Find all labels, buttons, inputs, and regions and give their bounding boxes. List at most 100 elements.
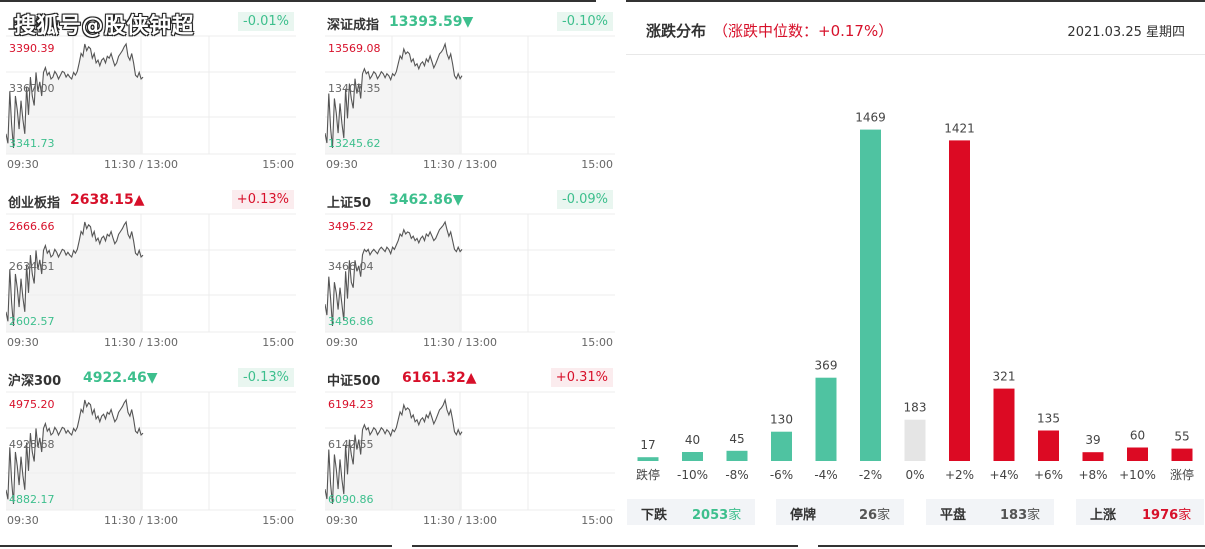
bottom-rule-2: [412, 545, 798, 547]
bar-value-label: 369: [815, 359, 838, 373]
time-start-label: 09:30: [326, 514, 358, 527]
time-mid-label: 11:30 / 13:00: [423, 514, 497, 527]
index-card[interactable]: 深证成指 13393.59▼ -0.10% 13569.08 13407.35 13245…: [325, 0, 615, 176]
mid-label: 4928.68: [9, 438, 55, 451]
intraday-chart: 13569.08 13407.35 13245.62 09:30 11:30 / 13:…: [325, 35, 615, 171]
price-area: [6, 44, 143, 154]
bar-7: [949, 140, 970, 461]
bar-1: [682, 452, 703, 461]
distribution-date: 2021.03.25 星期四: [1067, 25, 1185, 40]
bar-3: [771, 431, 792, 461]
time-start-label: 09:30: [7, 158, 39, 171]
bar-value-label: 45: [729, 432, 744, 446]
index-name: 沪深300: [8, 374, 62, 389]
high-label: 4975.20: [9, 398, 55, 411]
summary-suspended: 停牌 26家: [776, 499, 904, 525]
price-area: [325, 222, 462, 332]
index-card[interactable]: 沪深300 4922.46▼ -0.13% 4975.20 4928.68 4882.17…: [6, 356, 296, 532]
time-end-label: 15:00: [262, 336, 294, 349]
time-end-label: 15:00: [581, 336, 613, 349]
index-change-badge: +0.13%: [231, 190, 294, 209]
price-line: [325, 220, 463, 327]
category-label: +4%: [989, 468, 1018, 482]
high-label: 6194.23: [328, 398, 374, 411]
intraday-chart: 3495.22 3466.04 3436.86 09:30 11:30 / 13:00 1…: [325, 213, 615, 349]
price-area: [325, 400, 462, 510]
mid-label: 6142.55: [328, 438, 374, 451]
bar-6: [904, 419, 926, 461]
bar-value-label: 1421: [944, 121, 975, 135]
bar-11: [1127, 447, 1148, 461]
category-label: -2%: [859, 468, 882, 482]
up-arrow-icon: ▲: [133, 192, 145, 208]
category-label: +8%: [1078, 468, 1107, 482]
low-label: 2602.57: [9, 315, 55, 328]
index-value: 3462.86▼: [389, 192, 464, 208]
distribution-bar-chart: 17 跌停 40 -10% 45 -8% 130 -6% 369 -4% 1469 -2% 183 0% 1…: [636, 111, 1194, 482]
low-label: 3341.73: [9, 137, 55, 150]
index-card[interactable]: 中证500 6161.32▲ +0.31% 6194.23 6142.55 6090.86…: [325, 356, 615, 532]
time-end-label: 15:00: [262, 158, 294, 171]
price-area: [6, 222, 143, 332]
high-label: 13569.08: [328, 42, 381, 55]
down-arrow-icon: ▼: [146, 370, 158, 386]
price-line: [325, 41, 463, 149]
time-start-label: 09:30: [7, 336, 39, 349]
time-start-label: 09:30: [326, 336, 358, 349]
low-label: 3436.86: [328, 315, 374, 328]
price-line: [6, 398, 144, 505]
category-label: 涨停: [1170, 467, 1194, 482]
bar-value-label: 321: [993, 370, 1016, 384]
category-label: +10%: [1119, 468, 1156, 482]
bar-value-label: 130: [770, 413, 793, 427]
index-change-badge: -0.01%: [238, 12, 294, 31]
distribution-median: （涨跌中位数：+0.17%）: [713, 22, 894, 40]
category-label: -10%: [677, 468, 708, 482]
time-mid-label: 11:30 / 13:00: [423, 158, 497, 171]
low-label: 4882.17: [9, 493, 55, 506]
bar-8: [993, 388, 1015, 461]
category-label: +2%: [945, 468, 974, 482]
bar-4: [815, 377, 837, 461]
time-mid-label: 11:30 / 13:00: [104, 336, 178, 349]
intraday-chart: 6194.23 6142.55 6090.86 09:30 11:30 / 13:00 1…: [325, 391, 615, 527]
summary-down-value: 2053家: [692, 508, 742, 523]
index-value: 2638.15▲: [70, 192, 145, 208]
low-label: 6090.86: [328, 493, 374, 506]
index-card[interactable]: 上证指数 -0.01% 3390.39 3367.00 3341.73 09:30 11:3…: [6, 0, 296, 176]
index-card[interactable]: 上证50 3462.86▼ -0.09% 3495.22 3466.04 3436.86 0…: [325, 178, 615, 354]
summary-up-label: 上涨: [1090, 508, 1117, 523]
category-label: 跌停: [636, 467, 660, 482]
index-value: 4922.46▼: [83, 370, 158, 386]
price-area: [6, 400, 143, 510]
index-name: 创业板指: [8, 196, 61, 211]
bar-value-label: 39: [1085, 433, 1100, 447]
mid-label: 2634.61: [9, 260, 55, 273]
index-change-badge: -0.10%: [557, 12, 613, 31]
index-change-badge: -0.09%: [557, 190, 613, 209]
category-label: -4%: [814, 468, 837, 482]
bar-value-label: 60: [1130, 429, 1145, 443]
mid-label: 3466.04: [328, 260, 374, 273]
summary-down: 下跌 2053家: [627, 499, 755, 525]
price-line: [6, 220, 144, 327]
index-name: 中证500: [327, 374, 381, 389]
category-label: +6%: [1034, 468, 1063, 482]
time-start-label: 09:30: [326, 158, 358, 171]
index-value: 6161.32▲: [402, 370, 477, 386]
category-label: 0%: [905, 468, 924, 482]
bar-value-label: 40: [685, 433, 700, 447]
high-label: 2666.66: [9, 220, 55, 233]
bar-10: [1082, 452, 1104, 461]
index-name: 深证成指: [327, 18, 380, 33]
distribution-title: 涨跌分布: [646, 22, 707, 40]
index-card[interactable]: 创业板指 2638.15▲ +0.13% 2666.66 2634.61 2602.57 0…: [6, 178, 296, 354]
time-mid-label: 11:30 / 13:00: [104, 514, 178, 527]
intraday-chart: 3390.39 3367.00 3341.73 09:30 11:30 / 13:00 1…: [6, 35, 296, 171]
bar-value-label: 135: [1037, 412, 1060, 426]
price-line: [6, 42, 144, 149]
summary-up-value: 1976家: [1142, 508, 1192, 523]
bar-9: [1038, 430, 1059, 461]
index-name: 上证50: [327, 196, 372, 211]
bar-0: [637, 457, 659, 461]
